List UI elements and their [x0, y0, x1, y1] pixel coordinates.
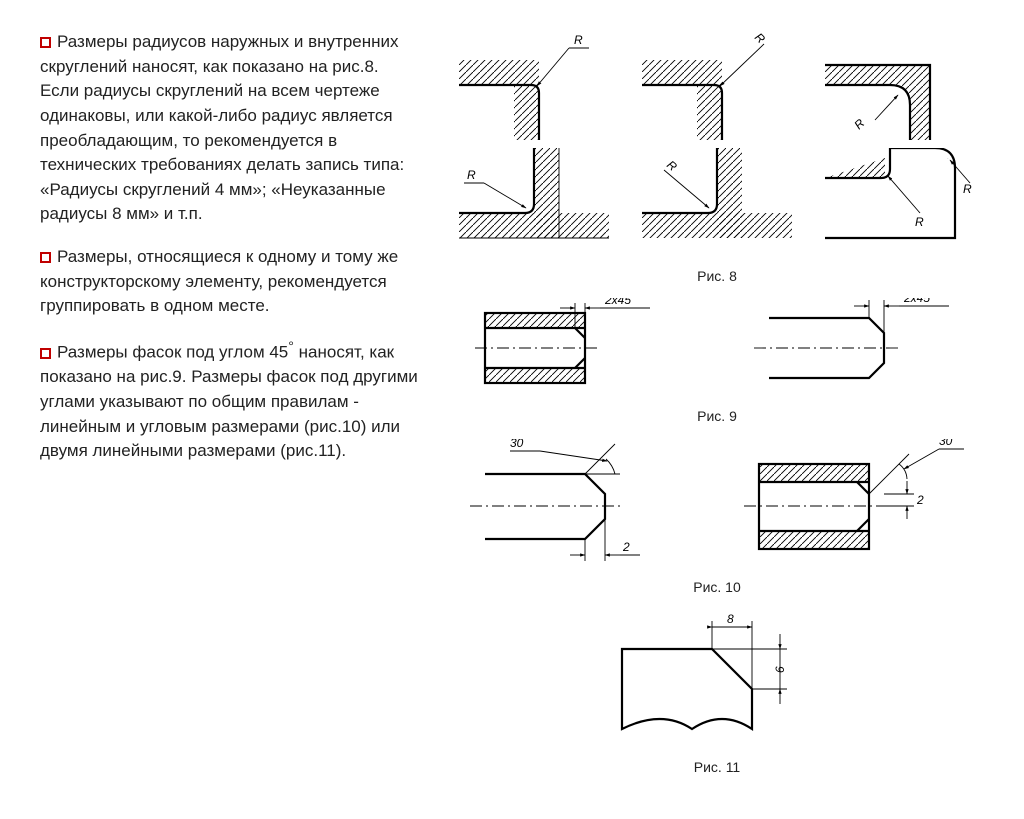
paragraph-2: Размеры, относящиеся к одному и тому же …: [40, 245, 420, 319]
caption-10: Рис. 10: [450, 577, 984, 597]
bullet-icon: [40, 348, 51, 359]
dim2: 2: [916, 493, 924, 507]
fig8e: R: [642, 148, 792, 258]
label-R: R: [752, 30, 768, 46]
fig9-row: 2x45° 2x45°: [450, 298, 984, 398]
fig9b: 2x45°: [749, 298, 959, 398]
dim6: 6: [773, 666, 787, 673]
para3a-text: Размеры фасок под углом 45: [57, 343, 288, 362]
diagram-column: R R R: [450, 30, 984, 789]
text-column: Размеры радиусов наружных и внутренних с…: [40, 30, 420, 789]
caption-8: Рис. 8: [450, 266, 984, 286]
paragraph-1: Размеры радиусов наружных и внутренних с…: [40, 30, 420, 227]
fig10-row: 30° 2: [450, 439, 984, 569]
fig8d: R: [459, 148, 609, 258]
fig10b: 30° 2: [739, 439, 969, 569]
para2-text: Размеры, относящиеся к одному и тому же …: [40, 247, 398, 315]
deg: °: [952, 439, 956, 443]
fig8a: R: [459, 30, 609, 140]
para1-text: Размеры радиусов наружных и внутренних с…: [40, 32, 404, 223]
fig10a: 30° 2: [465, 439, 695, 569]
fig8-row1: R R R: [450, 30, 984, 140]
svg-text:2x45°: 2x45°: [604, 298, 635, 307]
label-R: R: [963, 182, 972, 196]
svg-text:30°: 30°: [510, 439, 527, 450]
svg-text:30°: 30°: [939, 439, 956, 448]
paragraph-3: Размеры фасок под углом 45° наносят, как…: [40, 337, 420, 464]
fig8f: R R: [825, 148, 975, 258]
ang30: 30: [939, 439, 953, 448]
bullet-icon: [40, 252, 51, 263]
dim2: 2: [622, 540, 630, 554]
fig8b: R: [642, 30, 792, 140]
chamfer45: 2x45: [604, 298, 631, 307]
label-R: R: [851, 116, 867, 132]
label-R: R: [467, 168, 476, 182]
fig8c: R: [825, 30, 975, 140]
deg: °: [930, 298, 934, 300]
label-R: R: [574, 33, 583, 47]
fig11-row: 8 6: [450, 609, 984, 749]
deg: °: [631, 298, 635, 302]
deg: °: [523, 439, 527, 445]
svg-text:2x45°: 2x45°: [903, 298, 934, 305]
dim8: 8: [727, 612, 734, 626]
fig11: 8 6: [602, 609, 832, 749]
fig9a: 2x45°: [475, 298, 685, 398]
bullet-icon: [40, 37, 51, 48]
fig8-row2: R R R R: [450, 148, 984, 258]
label-R: R: [915, 215, 924, 229]
chamfer45: 2x45: [903, 298, 930, 305]
ang30: 30: [510, 439, 524, 450]
caption-9: Рис. 9: [450, 406, 984, 426]
caption-11: Рис. 11: [450, 757, 984, 777]
